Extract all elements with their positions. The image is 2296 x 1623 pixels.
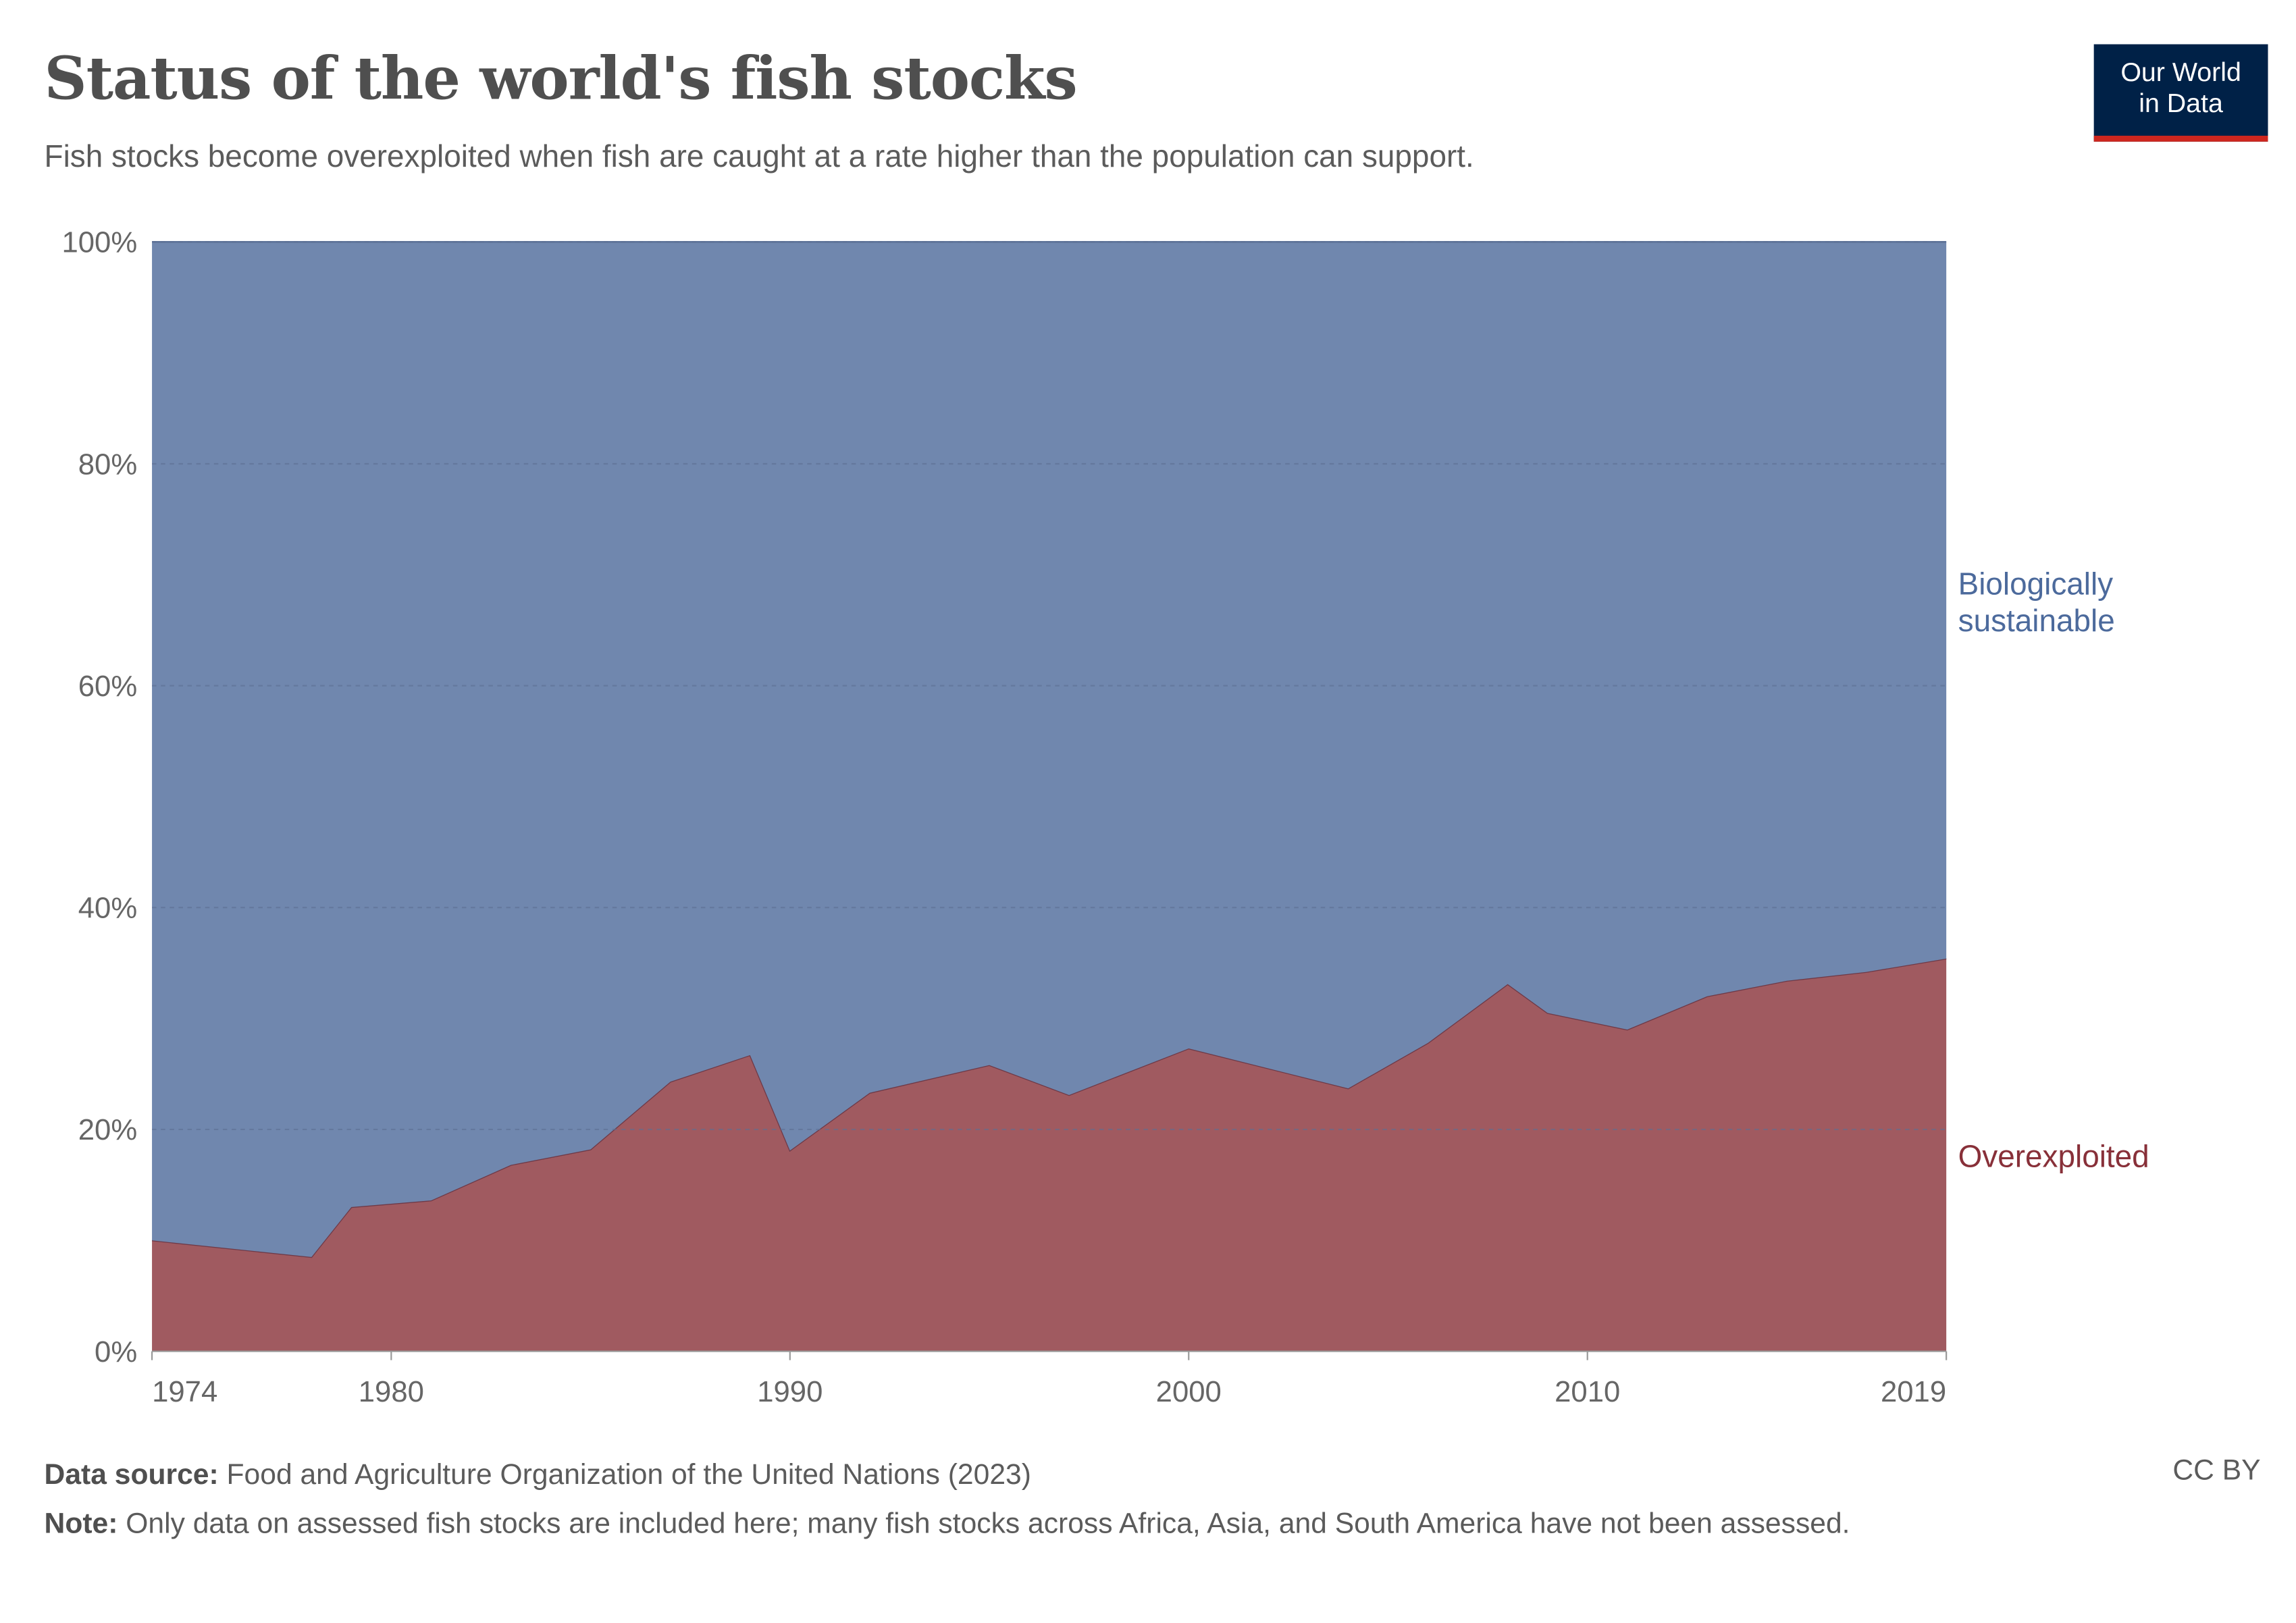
note-text: Only data on assessed fish stocks are in… bbox=[126, 1508, 1850, 1541]
x-tick-label: 1990 bbox=[757, 1375, 823, 1408]
chart-subtitle: Fish stocks become overexploited when fi… bbox=[44, 140, 1474, 174]
license[interactable]: CC BY bbox=[2172, 1454, 2261, 1487]
y-tick-label: 40% bbox=[78, 892, 137, 925]
y-tick-label: 100% bbox=[61, 226, 137, 259]
y-tick-label: 60% bbox=[78, 670, 137, 703]
x-tick-label: 2019 bbox=[1881, 1375, 1946, 1408]
area-overexploited bbox=[152, 958, 1947, 1352]
area-biologically-sustainable bbox=[152, 242, 1947, 1257]
data-source: Data source: Food and Agriculture Organi… bbox=[45, 1455, 2140, 1497]
x-tick-label: 1980 bbox=[359, 1375, 424, 1408]
label-overexploited: Overexploited bbox=[1958, 1138, 2149, 1173]
x-tick-label: 2010 bbox=[1555, 1375, 1620, 1408]
line-overexploited bbox=[151, 957, 1947, 1258]
y-tick-label: 20% bbox=[78, 1113, 137, 1146]
note: Note: Only data on assessed fish stocks … bbox=[45, 1504, 2140, 1546]
y-tick-label: 0% bbox=[95, 1335, 137, 1368]
owid-logo[interactable]: Our World in Data bbox=[2093, 44, 2268, 142]
source-label: Data source: bbox=[44, 1459, 219, 1492]
x-tick-label: 2000 bbox=[1156, 1375, 1222, 1408]
source-text: Food and Agriculture Organization of the… bbox=[226, 1459, 1031, 1492]
y-tick-label: 80% bbox=[78, 448, 137, 481]
label-biologically-sustainable-line2: sustainable bbox=[1958, 603, 2115, 638]
x-tick-label: 1974 bbox=[152, 1375, 217, 1408]
chart-title: Status of the world's fish stocks bbox=[44, 44, 1078, 114]
logo-line-1: Our World bbox=[2120, 57, 2241, 87]
note-label: Note: bbox=[44, 1508, 118, 1541]
logo-line-2: in Data bbox=[2139, 88, 2223, 118]
label-biologically-sustainable-line1: Biologically bbox=[1958, 566, 2114, 602]
